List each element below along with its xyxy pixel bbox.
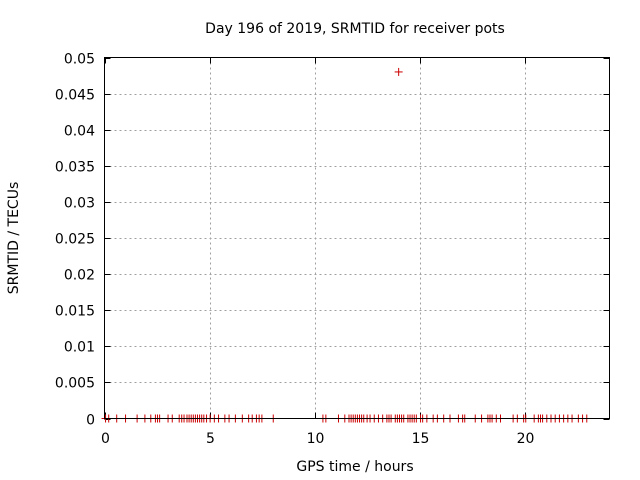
y-axis-label: SRMTID / TECUs [6,182,22,295]
y-tick-label: 0.025 [55,232,95,248]
x-tick-label: 15 [412,431,430,447]
y-tick-label: 0.015 [55,304,95,320]
y-tick-label: 0.04 [64,124,95,140]
y-tick-label: 0.02 [64,268,95,284]
x-tick-label: 10 [307,431,325,447]
chart-title: Day 196 of 2019, SRMTID for receiver pot… [205,21,505,37]
y-tick-label: 0 [86,413,95,429]
data-point [394,67,403,76]
y-tick-label: 0.05 [64,52,95,68]
y-tick-label: 0.03 [64,196,95,212]
y-tick-label: 0.005 [55,376,95,392]
plot-frame [104,57,610,419]
y-tick-label: 0.035 [55,160,95,176]
data-points [101,67,591,423]
x-tick-label: 5 [206,431,215,447]
tick-labels: 0 0.005 0.01 0.015 0.02 0.025 0.03 0.035 0.04 0.0… [55,52,535,448]
grid-lines [104,57,610,419]
x-tick-label: 0 [101,431,110,447]
y-tick-label: 0.045 [55,88,95,104]
x-tick-label: 20 [517,431,535,447]
x-axis-label: GPS time / hours [296,459,413,475]
y-tick-label: 0.01 [64,340,95,356]
